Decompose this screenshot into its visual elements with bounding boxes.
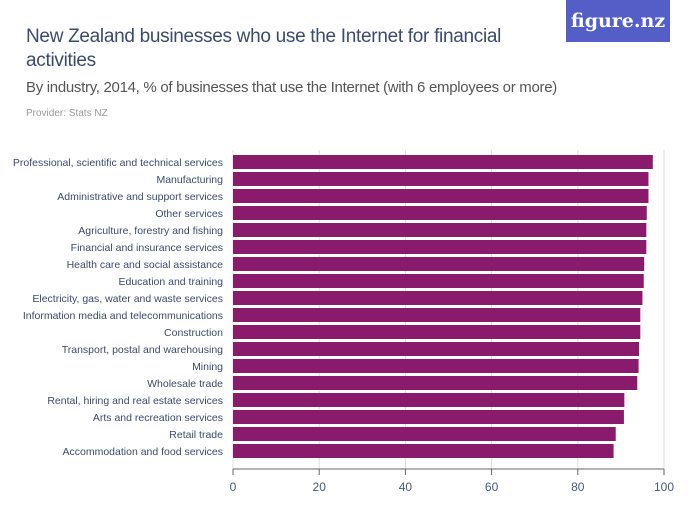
bar (233, 376, 638, 390)
category-label: Wholesale trade (147, 378, 223, 390)
bar (233, 189, 649, 203)
x-tick-label: 0 (230, 480, 237, 494)
category-label: Mining (192, 361, 223, 373)
bar (233, 155, 653, 169)
chart-subtitle: By industry, 2014, % of businesses that … (26, 79, 557, 96)
x-tick-label: 80 (571, 480, 585, 494)
figure-nz-logo[interactable]: figure.nz (566, 0, 670, 42)
category-label: Electricity, gas, water and waste servic… (32, 293, 223, 305)
bar (233, 240, 647, 254)
bar (233, 410, 624, 424)
category-label: Accommodation and food services (63, 446, 224, 458)
x-tick-label: 20 (313, 480, 327, 494)
provider-label: Provider: Stats NZ (26, 108, 108, 119)
bar (233, 359, 639, 373)
bar (233, 393, 625, 407)
chart-title: New Zealand businesses who use the Inter… (26, 26, 502, 71)
bar (233, 444, 614, 458)
bar (233, 206, 647, 220)
category-label: Financial and insurance services (71, 242, 223, 254)
category-label: Other services (155, 208, 223, 220)
bar (233, 257, 645, 271)
bar (233, 172, 649, 186)
category-label: Health care and social assistance (67, 259, 224, 271)
bar (233, 274, 644, 288)
bar (233, 291, 643, 305)
bar (233, 342, 640, 356)
bar (233, 427, 616, 441)
bar (233, 223, 647, 237)
x-tick-label: 40 (399, 480, 413, 494)
category-label: Information media and telecommunications (23, 310, 223, 322)
category-label: Agriculture, forestry and fishing (78, 225, 223, 237)
category-label: Construction (164, 327, 223, 339)
category-label: Administrative and support services (57, 191, 223, 203)
category-label: Transport, postal and warehousing (62, 344, 223, 356)
bar (233, 308, 641, 322)
x-tick-label: 60 (485, 480, 499, 494)
category-label: Retail trade (169, 429, 223, 441)
x-tick-label: 100 (654, 480, 674, 494)
bar (233, 325, 641, 339)
category-label: Professional, scientific and technical s… (13, 157, 223, 169)
category-label: Rental, hiring and real estate services (47, 395, 223, 407)
category-label: Education and training (119, 276, 224, 288)
category-label: Arts and recreation services (93, 412, 223, 424)
category-label: Manufacturing (156, 174, 223, 186)
